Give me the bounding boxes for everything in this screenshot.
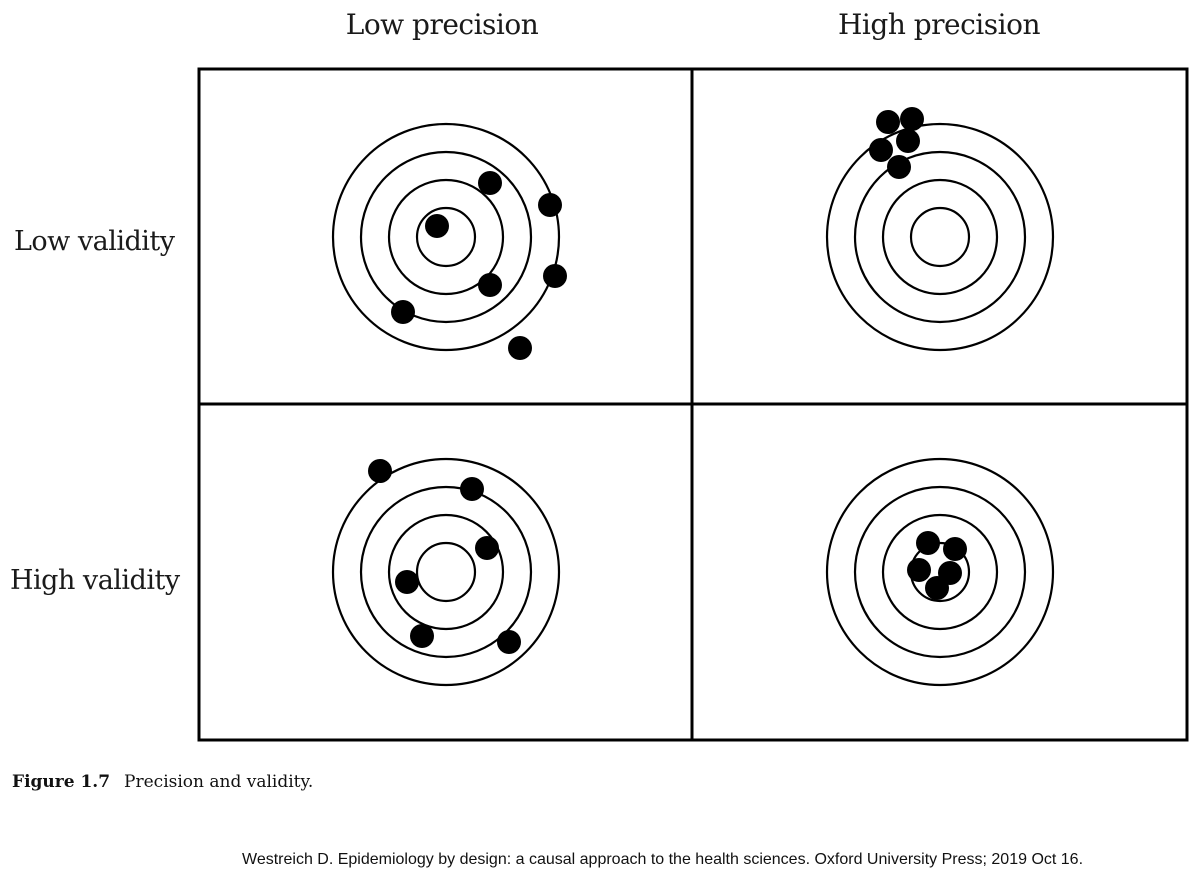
column-header-low-precision: Low precision — [345, 8, 539, 41]
shot-dot — [538, 193, 562, 217]
target-ring-1 — [825, 457, 1055, 687]
shot-dot — [368, 459, 392, 483]
target-low-validity-high-precision — [825, 107, 1055, 352]
target-high-validity-low-precision — [331, 457, 561, 687]
shot-dot — [900, 107, 924, 131]
target-ring-3 — [387, 513, 505, 631]
shot-dot — [907, 558, 931, 582]
row-header-high-validity: High validity — [10, 565, 180, 596]
target-ring-2 — [853, 485, 1027, 659]
target-high-validity-high-precision — [825, 457, 1055, 687]
target-ring-2 — [359, 485, 533, 659]
shot-dot — [478, 273, 502, 297]
target-ring-4 — [415, 206, 477, 268]
target-ring-4 — [909, 206, 971, 268]
shot-dot — [896, 129, 920, 153]
citation: Westreich D. Epidemiology by design: a c… — [242, 851, 1084, 868]
target-ring-3 — [387, 178, 505, 296]
target-ring-3 — [881, 178, 999, 296]
grid-frame — [197, 67, 1189, 742]
target-ring-2 — [359, 150, 533, 324]
figure-caption-text: Precision and validity. — [124, 772, 314, 792]
shot-dot — [478, 171, 502, 195]
target-ring-1 — [331, 122, 561, 352]
shot-dot — [869, 138, 893, 162]
shot-dot — [410, 624, 434, 648]
targets-layer — [331, 107, 1055, 687]
shot-dot — [395, 570, 419, 594]
target-low-validity-low-precision — [331, 122, 567, 360]
shot-dot — [943, 537, 967, 561]
column-header-high-precision: High precision — [838, 8, 1040, 41]
target-ring-1 — [331, 457, 561, 687]
shot-dot — [508, 336, 532, 360]
figure-caption: Figure 1.7 Precision and validity. — [12, 772, 313, 792]
shot-dot — [497, 630, 521, 654]
figure-label: Figure 1.7 — [12, 772, 111, 792]
shot-dot — [887, 155, 911, 179]
shot-dot — [925, 576, 949, 600]
target-ring-2 — [853, 150, 1027, 324]
shot-dot — [876, 110, 900, 134]
row-header-low-validity: Low validity — [14, 226, 175, 257]
shot-dot — [543, 264, 567, 288]
shot-dot — [391, 300, 415, 324]
target-ring-3 — [881, 513, 999, 631]
shot-dot — [460, 477, 484, 501]
target-ring-4 — [415, 541, 477, 603]
target-ring-1 — [825, 122, 1055, 352]
shot-dot — [475, 536, 499, 560]
shot-dot — [916, 531, 940, 555]
shot-dot — [425, 214, 449, 238]
